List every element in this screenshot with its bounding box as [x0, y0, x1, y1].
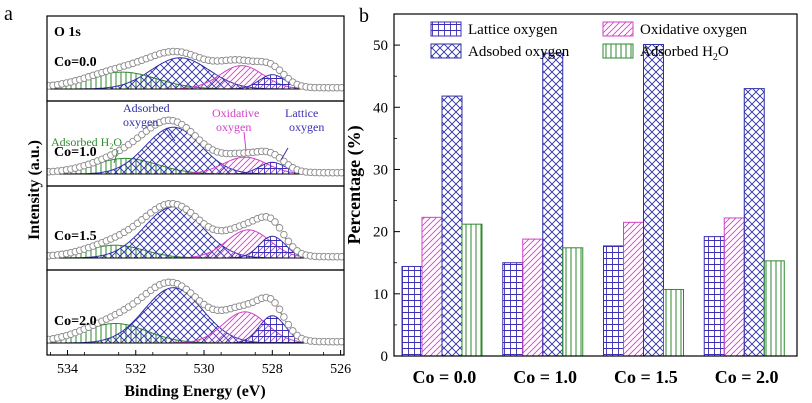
data-point: [337, 168, 344, 177]
legend-label: Oxidative oxygen: [640, 22, 748, 38]
data-point: [271, 218, 279, 226]
x-tick-label: 532: [125, 362, 146, 377]
data-point: [280, 230, 288, 239]
bar: [743, 88, 765, 357]
data-point: [284, 237, 293, 246]
x-axis-label-a: Binding Energy (eV): [124, 383, 265, 400]
bar-chart: [401, 43, 785, 357]
data-point: [191, 132, 199, 140]
x-tick-label: Co = 1.0: [513, 367, 577, 387]
bar: [643, 43, 664, 357]
x-tick-label: 534: [57, 362, 78, 377]
bar: [502, 262, 524, 357]
data-point: [275, 305, 284, 314]
xps-frames: Co=0.0 Co=1.0 Co=1.5 Co=2.0: [46, 15, 345, 356]
y-axis-label-b: Percentage (%): [344, 125, 365, 244]
spectrum-2: [47, 116, 344, 177]
panel-b: b Percentage (%) Co = 0.0 Co = 1.0 Co = 1.…: [344, 5, 798, 387]
bar: [623, 221, 644, 357]
legend-label: Adsobed oxygen: [468, 44, 570, 60]
data-point: [275, 66, 284, 74]
y-tick-label: 0: [381, 349, 389, 365]
arrow: [165, 127, 176, 142]
x-tick-label: 526: [330, 362, 351, 377]
bar: [663, 288, 684, 357]
legend-swatch: [602, 43, 634, 59]
data-point: [337, 337, 344, 346]
y-tick-label: 50: [373, 38, 388, 54]
bar: [603, 245, 624, 357]
x-axis-a: 534 532 530 528 526: [50, 350, 351, 377]
data-point: [289, 327, 297, 335]
bar: [461, 223, 483, 357]
legend-swatch: [602, 21, 634, 37]
arrow: [243, 131, 247, 152]
annotation-adsorbed: Adsorbed oxygen: [123, 101, 170, 129]
legend-label: Lattice oxygen: [468, 22, 558, 38]
bar: [703, 236, 725, 357]
x-tick-label: 528: [262, 362, 283, 377]
data-point: [280, 70, 288, 79]
y-axis-label-a: Intensity (a.u.): [26, 140, 43, 240]
spectrum-4: [47, 278, 344, 346]
sample-label: Co=0.0: [54, 55, 97, 70]
y-tick-label: 30: [373, 162, 388, 178]
annotation-lattice: Lattice oxygen: [285, 106, 324, 134]
legend-label: Adsorbed H2O: [640, 44, 729, 63]
bar: [401, 265, 423, 357]
legend-swatch: [430, 21, 462, 37]
panel-a-letter: a: [4, 3, 13, 25]
xps-spectra: [47, 47, 344, 346]
data-point: [275, 224, 284, 232]
data-point: [186, 127, 195, 136]
spectrum-3: [47, 199, 344, 261]
panel-frame: [46, 269, 345, 356]
panel-b-letter: b: [359, 5, 369, 27]
bar: [522, 238, 544, 357]
bar: [562, 247, 584, 357]
bar: [763, 260, 785, 357]
plot-frame: [393, 13, 798, 357]
arrow: [113, 149, 119, 164]
spectrum-1: [47, 47, 344, 92]
x-tick-label: Co = 2.0: [715, 367, 779, 387]
y-tick-label: 20: [373, 225, 388, 241]
y-tick-label: 40: [373, 100, 388, 116]
legend: Lattice oxygen Oxidative oxygen Adsobed ox…: [430, 21, 748, 63]
data-point: [337, 83, 344, 92]
data-point: [337, 252, 344, 261]
data-point: [284, 320, 293, 329]
co1-annotations: Adsorbed oxygen Oxidative oxygen Lattice oxyg…: [51, 101, 324, 164]
sample-label: Co=1.0: [54, 145, 97, 160]
arrow: [280, 147, 289, 161]
data-point: [271, 299, 279, 307]
bar-axes: Co = 0.0 Co = 1.0 Co = 1.5 Co = 2.0 0 10 20 30 4…: [373, 13, 798, 387]
annotation-water: Adsorbed H2O: [51, 135, 122, 151]
annotation-oxidative: Oxidative oxygen: [212, 106, 259, 134]
legend-swatch: [430, 43, 462, 59]
bar: [441, 95, 463, 357]
panel-a: a Co=0.0Co=1.0Co=1.5Co=2.0 534 532 530 528 5…: [4, 3, 351, 400]
x-tick-label: Co = 1.5: [614, 367, 678, 387]
x-tick-label: Co = 0.0: [412, 367, 476, 387]
sample-label: Co=2.0: [54, 314, 97, 329]
y-tick-label: 10: [373, 287, 388, 303]
sample-label: Co=1.5: [54, 229, 97, 244]
bar: [421, 216, 443, 357]
x-tick-label: 530: [194, 362, 215, 377]
bar: [723, 217, 745, 357]
o1s-label: O 1s: [54, 25, 81, 40]
bar: [542, 52, 564, 357]
data-point: [280, 313, 288, 321]
